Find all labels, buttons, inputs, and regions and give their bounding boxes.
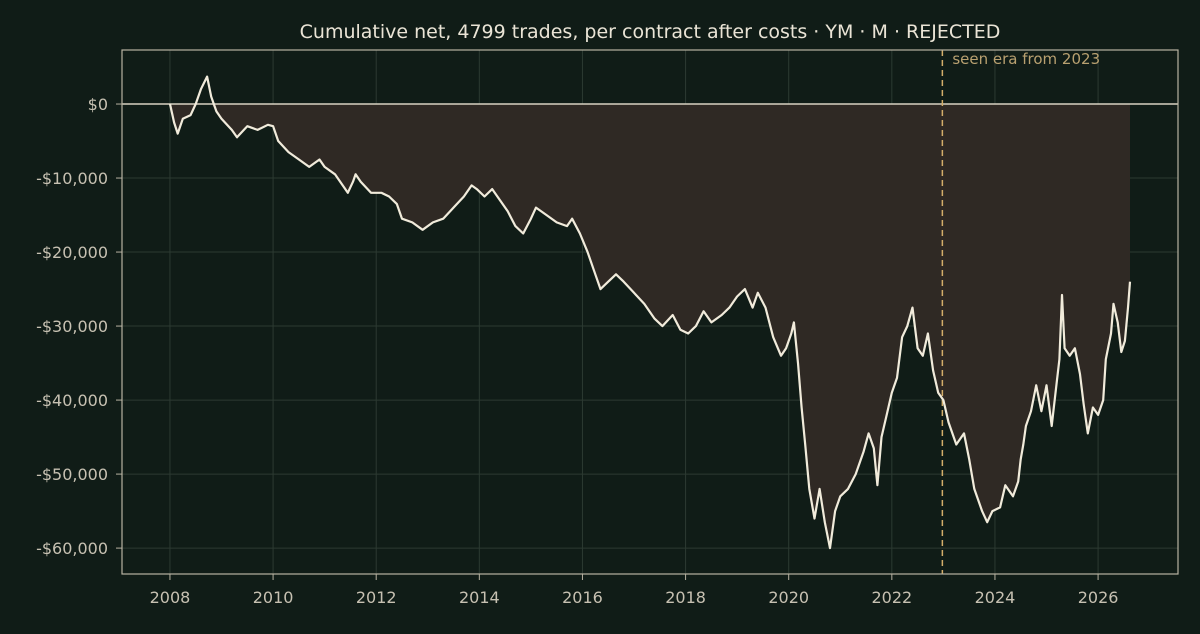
y-axis-ticks: $0 -$10,000 -$20,000 -$30,000 -$40,000 -$50,0… [36, 95, 122, 558]
x-tick-label: 2008 [150, 588, 191, 607]
x-tick-label: 2016 [562, 588, 603, 607]
x-tick-label: 2012 [356, 588, 397, 607]
x-tick-label: 2020 [768, 588, 809, 607]
x-axis-ticks: 2008 2010 2012 2014 2016 2018 2020 2022 2024 2026 [150, 574, 1119, 607]
x-tick-label: 2022 [871, 588, 912, 607]
x-tick-label: 2018 [665, 588, 706, 607]
y-tick-label: $0 [88, 95, 108, 114]
x-tick-label: 2024 [975, 588, 1016, 607]
y-tick-label: -$60,000 [36, 539, 108, 558]
y-tick-label: -$50,000 [36, 465, 108, 484]
x-tick-label: 2014 [459, 588, 500, 607]
drawdown-area-fill [170, 104, 1130, 549]
cumulative-net-line [168, 75, 1132, 550]
x-tick-label: 2010 [253, 588, 294, 607]
x-tick-label: 2026 [1078, 588, 1119, 607]
seen-era-label: seen era from 2023 [952, 50, 1100, 68]
plot-frame [121, 49, 1179, 575]
y-tick-label: -$40,000 [36, 391, 108, 410]
y-tick-label: -$30,000 [36, 317, 108, 336]
chart-title: Cumulative net, 4799 trades, per contrac… [300, 21, 1001, 43]
y-tick-label: -$20,000 [36, 243, 108, 262]
y-tick-label: -$10,000 [36, 169, 108, 188]
